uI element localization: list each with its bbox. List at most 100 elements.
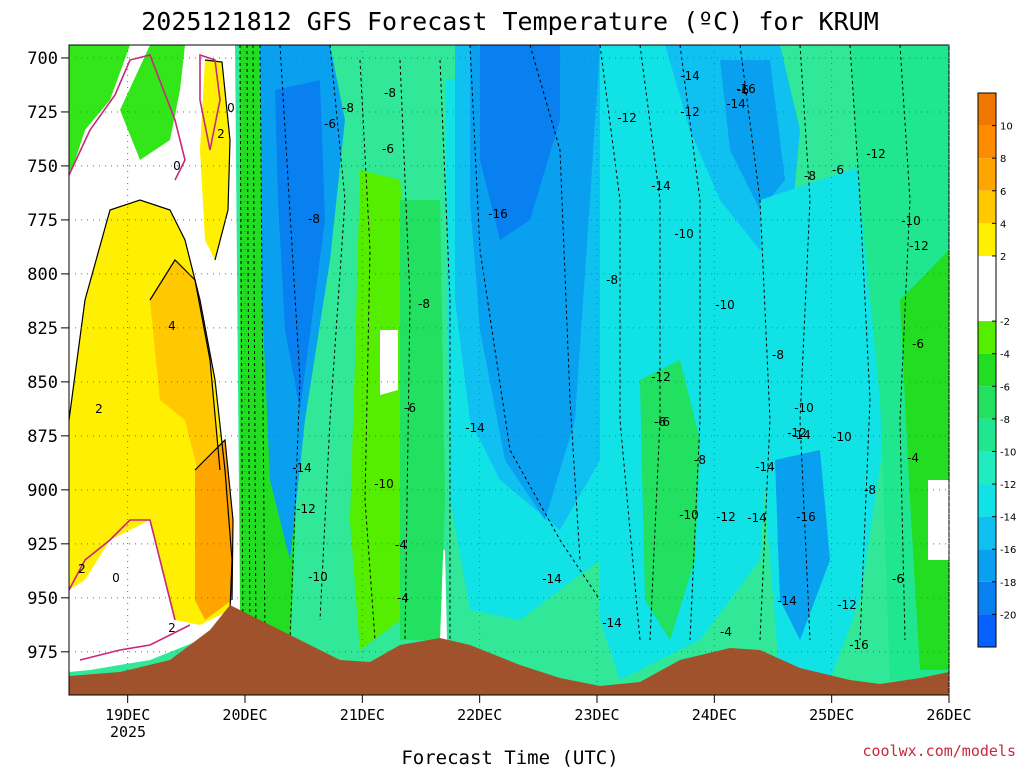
credit-link[interactable]: coolwx.com/models (862, 742, 1016, 760)
warm-region-green-top (69, 45, 130, 170)
colorbar-band (978, 321, 996, 354)
contour-label: -8 (418, 297, 430, 311)
x-axis: 19DEC 20DEC 21DEC 22DEC 23DEC 24DEC 25DEC 26DEC (105, 695, 972, 724)
chart-title: 2025121812 GFS Forecast Temperature (ºC)… (141, 7, 879, 36)
contour-label: -4 (395, 538, 407, 552)
contour-label: -16 (488, 207, 508, 221)
contour-label: -14 (791, 428, 811, 442)
colorbar-tick-label: -2 (1000, 317, 1010, 328)
y-tick-label: 850 (27, 373, 58, 393)
contour-label: -12 (680, 105, 700, 119)
contour-label: -8 (694, 453, 706, 467)
contour-label: -12 (617, 111, 637, 125)
contour-label: -12 (837, 598, 857, 612)
y-tick-label: 725 (27, 103, 58, 123)
contour-label: -14 (602, 616, 622, 630)
warm-region-green-mid (120, 45, 185, 160)
contour-label: -6 (658, 415, 670, 429)
contour-label: -8 (864, 483, 876, 497)
cold-region-white-far-right (928, 480, 949, 560)
colorbar: 10 8 6 4 2 -2 -4 -6 -8 -10 -12 -14 -16 -18 -20 (977, 92, 1016, 648)
warm-region-yellow-strip (200, 60, 230, 260)
y-tick-label: 750 (27, 157, 58, 177)
cold-region-lime-far-right (900, 250, 949, 670)
y-tick-label: 875 (27, 427, 58, 447)
plot-area (69, 45, 949, 695)
contour-label: -8 (342, 101, 354, 115)
cold-region-blue-c (480, 45, 560, 240)
contour-label: -8 (384, 86, 396, 100)
y-axis: 700 725 750 775 800 825 850 875 900 925 950 975 (27, 49, 69, 663)
contour-label: -6 (912, 337, 924, 351)
contour-label: -14 (292, 461, 312, 475)
contour-label: -10 (794, 401, 814, 415)
cold-region-blue-left-inner (275, 80, 325, 410)
cold-region-light-green (350, 170, 410, 650)
contour-label: 2 (95, 402, 103, 416)
contour-label: -10 (679, 508, 699, 522)
contour-label: -16 (796, 510, 816, 524)
cold-region-blue-far-right (775, 450, 830, 640)
contour-label: -14 (726, 97, 746, 111)
x-tick-label: 23DEC (574, 706, 619, 724)
contour-label: -6 (832, 163, 844, 177)
colorbar-tick-label: -8 (1000, 415, 1010, 426)
colorbar-tick-label: 8 (1000, 154, 1006, 165)
colorbar-band (978, 223, 996, 256)
colorbar-band (978, 386, 996, 419)
y-tick-label: 950 (27, 589, 58, 609)
negative-isotherms (239, 45, 911, 651)
contour-label: -14 (651, 179, 671, 193)
colorbar-tick-label: -12 (1000, 480, 1016, 491)
contour-label: 4 (168, 319, 176, 333)
colorbar-band (978, 158, 996, 191)
x-tick-label: 22DEC (457, 706, 502, 724)
zero-isotherms (69, 53, 221, 661)
contour-label: -12 (296, 502, 316, 516)
cold-region-green-right (640, 360, 700, 640)
warm-region-orange-b (195, 440, 233, 620)
contour-label: -10 (374, 477, 394, 491)
colorbar-tick-label: 10 (1000, 122, 1013, 133)
contour-label: -14 (465, 421, 485, 435)
contour-label: -6 (737, 83, 749, 97)
x-tick-label: 25DEC (809, 706, 854, 724)
contour-label: -6 (324, 117, 336, 131)
colorbar-band (978, 484, 996, 517)
colorbar-band (978, 353, 996, 387)
contour-labels: 02042202-8-6-8-6-8-14-12-6-10-8-8-6-4-6-… (78, 69, 929, 652)
y-tick-label: 975 (27, 643, 58, 663)
contour-label: -16 (736, 82, 756, 96)
y-tick-label: 775 (27, 211, 58, 231)
positive-isotherms (69, 59, 234, 611)
x-tick-label: 24DEC (692, 706, 737, 724)
contour-label: -6 (382, 142, 394, 156)
contour-label: -6 (654, 415, 666, 429)
cold-region-white-a (380, 330, 398, 395)
y-tick-label: 825 (27, 319, 58, 339)
contour-label: -8 (772, 348, 784, 362)
colorbar-tick-label: -20 (1000, 610, 1016, 621)
contour-label: -12 (866, 147, 886, 161)
colorbar-tick-label: -18 (1000, 578, 1016, 589)
cold-region-blue-right-b (720, 60, 785, 210)
colorbar-band (978, 255, 996, 322)
contour-label: 2 (217, 127, 225, 141)
colorbar-tick-label: -6 (1000, 382, 1010, 393)
colorbar-band (978, 516, 996, 550)
grid-lines (69, 45, 950, 695)
colorbar-band (978, 190, 996, 224)
colorbar-tick-label: -16 (1000, 545, 1016, 556)
colorbar-band (978, 614, 996, 647)
x-subtick-year: 2025 (110, 723, 146, 741)
colorbar-band (978, 581, 996, 615)
colorbar-tick-label: -10 (1000, 447, 1016, 458)
contour-label: -14 (747, 511, 767, 525)
contour-label: -14 (680, 69, 700, 83)
contour-label: -4 (397, 591, 409, 605)
colorbar-tick-label: -14 (1000, 513, 1016, 524)
contour-label: 0 (227, 101, 235, 115)
x-tick-label: 21DEC (340, 706, 385, 724)
x-axis-label: Forecast Time (UTC) (401, 747, 618, 768)
